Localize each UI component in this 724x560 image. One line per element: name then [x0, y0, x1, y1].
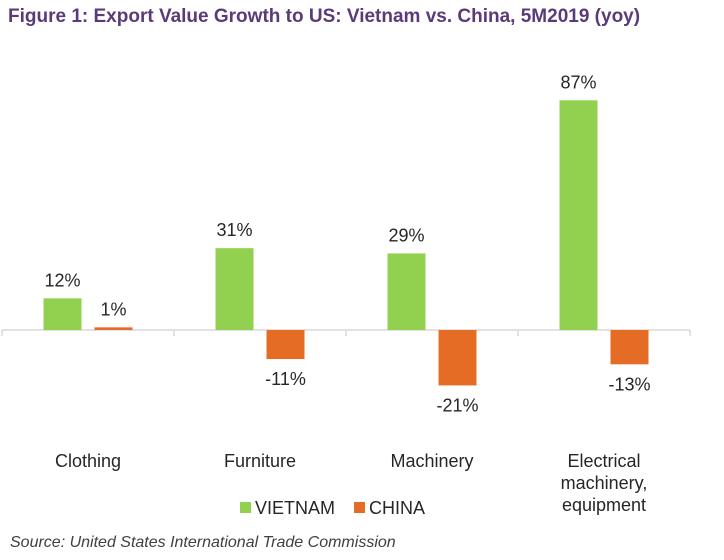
legend-label-china: CHINA — [369, 498, 425, 518]
axis-ticks — [1, 330, 691, 336]
value-label-vietnam: 87% — [560, 72, 596, 92]
category-label-line: machinery, — [561, 473, 648, 493]
bar-vietnam — [215, 248, 254, 330]
legend-label-vietnam: VIETNAM — [255, 498, 335, 518]
category-label-line: equipment — [562, 495, 646, 515]
value-label-china: -11% — [265, 369, 306, 389]
legend-swatch-vietnam — [240, 502, 251, 513]
value-label-china: -21% — [436, 395, 478, 415]
value-label-vietnam: 12% — [44, 270, 80, 290]
category-label-line: Clothing — [55, 451, 121, 471]
bar-vietnam — [387, 253, 426, 330]
category-label-line: Electrical — [567, 451, 640, 471]
category-label: Furniture — [224, 451, 296, 471]
category-label: Clothing — [55, 451, 121, 471]
bar-china — [610, 330, 649, 365]
bar-vietnam — [559, 100, 598, 330]
legend-swatch-china — [354, 502, 365, 513]
bar-china — [438, 330, 477, 386]
bar-china — [94, 327, 133, 330]
category-label-line: Furniture — [224, 451, 296, 471]
bars — [43, 100, 649, 386]
value-label-vietnam: 29% — [388, 225, 424, 245]
bar-china — [266, 330, 305, 360]
category-label-line: Machinery — [390, 451, 473, 471]
value-label-vietnam: 31% — [216, 220, 252, 240]
legend: VIETNAM CHINA — [240, 498, 425, 518]
category-labels: Clothing Furniture Machinery Electrical mach… — [55, 451, 647, 515]
bar-vietnam — [43, 298, 82, 330]
value-label-china: 1% — [100, 299, 126, 319]
value-label-china: -13% — [608, 374, 650, 394]
source-note: Source: United States International Trad… — [10, 534, 396, 551]
category-label: Machinery — [390, 451, 473, 471]
category-label: Electrical machinery, equipment — [561, 451, 648, 515]
value-labels: 12% 1% 31% -11% 29% -21% 87% -13% — [44, 72, 650, 415]
chart-title: Figure 1: Export Value Growth to US: Vie… — [8, 6, 641, 27]
